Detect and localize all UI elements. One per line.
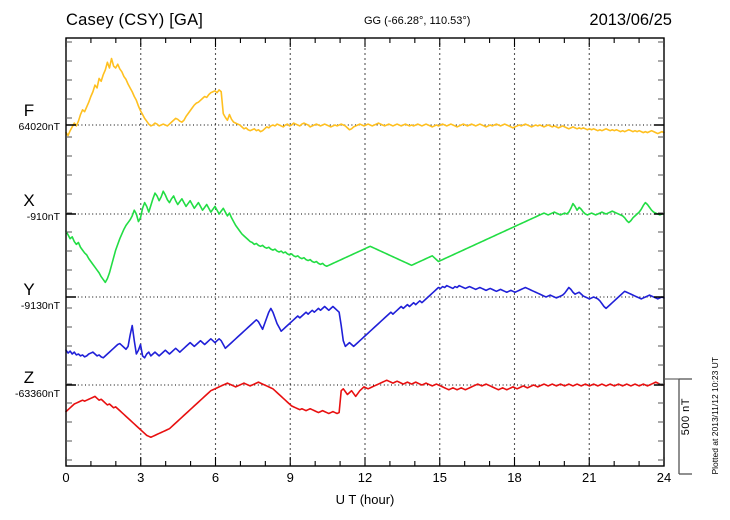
plotted-timestamp: Plotted at 2013/11/12 10:23 UT	[710, 357, 720, 475]
series-baseline-z: -63360nT	[15, 388, 60, 400]
trace-f	[65, 57, 665, 137]
scale-bar-label: 500 nT	[680, 398, 692, 436]
trace-layer	[65, 57, 665, 439]
trace-x	[65, 190, 665, 284]
observation-date: 2013/06/25	[589, 11, 672, 29]
x-tick-21: 21	[582, 470, 597, 485]
series-label-f: F 64020nT	[0, 102, 60, 133]
plot-frame	[65, 37, 665, 467]
scale-bar	[664, 378, 692, 475]
series-label-z: Z -63360nT	[0, 369, 60, 400]
x-tick-24: 24	[656, 470, 672, 485]
series-letter-z: Z	[23, 368, 35, 387]
x-tick-0: 0	[62, 470, 70, 485]
series-label-x: X -910nT	[0, 192, 60, 223]
trace-z	[65, 379, 665, 439]
series-letter-y: Y	[23, 280, 35, 299]
page-title: Casey (CSY) [GA]	[66, 11, 204, 29]
series-baseline-f: 64020nT	[18, 121, 60, 133]
x-tick-9: 9	[286, 470, 294, 485]
x-axis-title: U T (hour)	[335, 492, 395, 507]
series-letter-f: F	[23, 101, 35, 120]
trace-y	[65, 284, 665, 359]
series-baseline-x: -910nT	[26, 211, 60, 223]
series-label-y: Y -9130nT	[0, 281, 60, 312]
x-tick-18: 18	[507, 470, 522, 485]
x-tick-3: 3	[137, 470, 145, 485]
series-letter-x: X	[23, 191, 35, 210]
grid-layer	[140, 38, 590, 466]
x-tick-6: 6	[211, 470, 220, 485]
x-tick-15: 15	[432, 470, 447, 485]
x-tick-12: 12	[357, 470, 373, 485]
geographic-coordinates: GG (-66.28°, 110.53°)	[364, 15, 471, 27]
series-baseline-y: -9130nT	[20, 300, 60, 312]
